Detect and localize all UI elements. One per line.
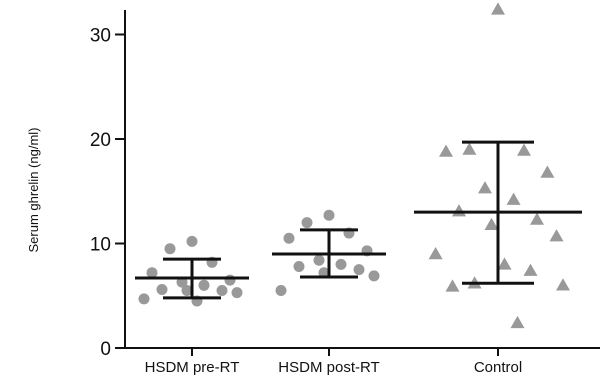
x-ticks: HSDM pre-RT HSDM post-RT Control	[145, 348, 522, 376]
data-point-circle	[301, 217, 313, 229]
y-tick-label: 20	[90, 130, 111, 151]
data-point-triangle	[452, 204, 466, 217]
data-point-triangle	[439, 144, 453, 157]
data-point-circle	[146, 267, 158, 279]
data-point-circle	[164, 243, 176, 255]
x-category-label: HSDM pre-RT	[145, 359, 240, 376]
data-point-circle	[231, 287, 243, 299]
axes	[124, 10, 600, 349]
data-point-circle	[186, 235, 198, 247]
data-point-circle	[293, 260, 305, 272]
data-point-triangle	[540, 165, 555, 178]
y-axis-title: Serum ghrelin (ng/ml)	[26, 128, 41, 253]
data-point-circle	[353, 264, 365, 276]
y-tick-label: 30	[90, 26, 111, 47]
data-point-circle	[323, 209, 335, 221]
data-point-triangle	[523, 263, 538, 276]
data-point-circle	[335, 258, 347, 270]
data-point-triangle	[445, 279, 460, 292]
data-point-triangle	[530, 212, 544, 225]
data-point-triangle	[484, 217, 499, 230]
x-category-label: HSDM post-RT	[278, 359, 379, 376]
data-point-circle	[275, 285, 287, 297]
error-bars	[135, 140, 582, 300]
data-point-triangle	[517, 143, 531, 156]
y-tick-label: 0	[100, 339, 111, 360]
data-point-triangle	[506, 192, 521, 205]
data-point-circle	[156, 283, 168, 295]
y-tick-label: 10	[90, 235, 111, 256]
data-point-circle	[224, 274, 236, 286]
data-point-triangle	[491, 2, 505, 15]
data-point-circle	[181, 285, 193, 297]
data-point-triangle	[478, 181, 492, 194]
data-point-circle	[313, 254, 325, 266]
y-ticks: 0 10 20 30	[90, 26, 125, 360]
data-point-triangle	[510, 315, 525, 329]
data-point-circle	[138, 293, 150, 305]
data-point-triangle	[549, 229, 564, 242]
data-point-circle	[368, 270, 380, 282]
data-point-circle	[216, 285, 228, 297]
data-point-circle	[198, 279, 210, 291]
data-point-triangle	[462, 142, 477, 155]
data-point-triangle	[428, 246, 443, 260]
data-point-triangle	[556, 278, 570, 291]
data-point-triangle	[497, 257, 512, 270]
x-category-label: Control	[474, 359, 522, 376]
data-point-circle	[283, 232, 295, 244]
